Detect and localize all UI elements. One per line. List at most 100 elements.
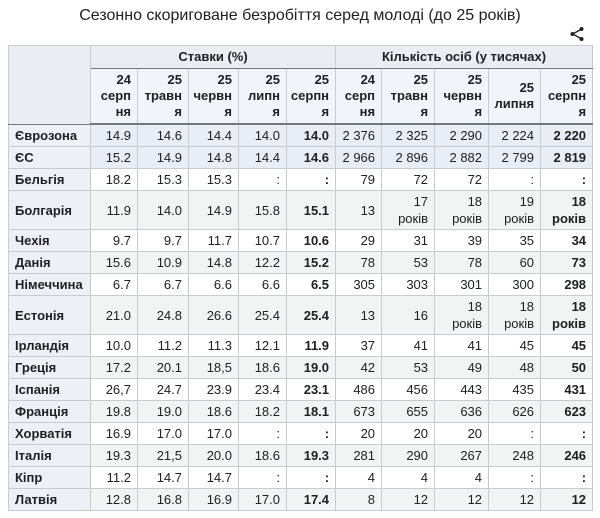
rate-cell: 17.0: [188, 422, 239, 445]
rate-cell: 14.8: [188, 146, 239, 169]
rate-cell: 19.0: [137, 400, 189, 423]
rate-cell: 14.0: [238, 123, 287, 147]
rate-cell: 6.6: [238, 273, 287, 296]
table-row: Франція 19.8 19.0 18.6 18.2 18.1 673 655…: [8, 400, 594, 423]
subheader-rates-jul25: 25 липня: [238, 68, 287, 125]
table-row: Єврозона 14.9 14.6 14.4 14.0 14.0 2 376 …: [8, 123, 594, 147]
count-cell: :: [540, 168, 594, 191]
rate-cell: 18.6: [238, 356, 287, 379]
subheader-counts-jul25: 25 липня: [488, 68, 542, 125]
rate-cell: 14.9: [188, 190, 239, 230]
table-row: Чехія 9.7 9.7 11.7 10.7 10.6 29 31 39 35…: [8, 229, 594, 252]
country-cell: Чехія: [8, 229, 91, 252]
rate-cell: 25.4: [285, 295, 337, 335]
count-cell: 246: [540, 444, 594, 467]
table-row: Бельгія 18.2 15.3 15.3 : : 79 72 72 : :: [8, 168, 594, 191]
count-cell: 298: [540, 273, 594, 296]
rate-cell: 15.2: [285, 251, 337, 274]
rate-cell: :: [238, 466, 287, 489]
count-cell: 636: [434, 400, 490, 423]
count-cell: 456: [381, 378, 436, 401]
rate-cell: 11.3: [188, 334, 239, 357]
rate-cell: 9.7: [90, 229, 138, 252]
count-cell: 486: [335, 378, 383, 401]
rate-cell: 17.4: [285, 488, 337, 511]
rate-cell: 18.6: [238, 444, 287, 467]
rate-cell: 11.2: [90, 466, 138, 489]
count-cell: 673: [335, 400, 383, 423]
rate-cell: 24.7: [137, 378, 189, 401]
group-header-row: Ставки (%) Кількість осіб (у тисячах): [8, 45, 594, 125]
rate-cell: 14.7: [188, 466, 239, 489]
count-cell: 19 років: [488, 190, 542, 230]
count-cell: 49: [434, 356, 490, 379]
count-cell: 267: [434, 444, 490, 467]
rate-cell: :: [285, 466, 337, 489]
share-icon[interactable]: [569, 26, 585, 42]
rate-cell: 15.3: [137, 168, 189, 191]
table-row: Кіпр 11.2 14.7 14.7 : : 4 4 4 : :: [8, 466, 594, 489]
count-cell: 53: [381, 251, 436, 274]
count-cell: :: [540, 422, 594, 445]
count-cell: 78: [335, 251, 383, 274]
rate-cell: 21.0: [90, 295, 138, 335]
rate-cell: :: [285, 422, 337, 445]
count-cell: 17 років: [381, 190, 436, 230]
country-cell: Єврозона: [8, 123, 91, 147]
rate-cell: 10.6: [285, 229, 337, 252]
country-cell: Іспанія: [8, 378, 91, 401]
subheader-counts-aug24: 24 серпня: [335, 68, 383, 125]
count-cell: 2 325: [381, 123, 436, 147]
count-cell: 18 років: [488, 295, 542, 335]
count-cell: 443: [434, 378, 490, 401]
count-cell: 248: [488, 444, 542, 467]
count-cell: 2 290: [434, 123, 490, 147]
count-cell: 12: [488, 488, 542, 511]
rate-cell: 14.6: [137, 123, 189, 147]
count-cell: 2 376: [335, 123, 383, 147]
sub-header-row: 24 серпня 25 травня 25 червня 25 липня 2…: [9, 68, 594, 125]
subheader-rates-jun25: 25 червня: [188, 68, 239, 125]
count-cell: 72: [381, 168, 436, 191]
count-cell: 45: [488, 334, 542, 357]
rate-cell: 15.8: [238, 190, 287, 230]
rate-cell: 6.6: [188, 273, 239, 296]
table-row: ЄС 15.2 14.9 14.8 14.4 14.6 2 966 2 896 …: [8, 146, 594, 169]
count-cell: 50: [540, 356, 594, 379]
rate-cell: 14.7: [137, 466, 189, 489]
country-cell: Данія: [8, 251, 91, 274]
count-cell: :: [488, 466, 542, 489]
rate-cell: 12.8: [90, 488, 138, 511]
rate-cell: 14.9: [137, 146, 189, 169]
country-cell: Франція: [8, 400, 91, 423]
count-cell: 2 966: [335, 146, 383, 169]
count-cell: 41: [381, 334, 436, 357]
col-group-counts: Кількість осіб (у тисячах): [335, 45, 594, 69]
count-cell: 41: [434, 334, 490, 357]
rate-cell: 14.0: [137, 190, 189, 230]
rate-cell: 18.6: [188, 400, 239, 423]
rate-cell: 20.1: [137, 356, 189, 379]
count-cell: 72: [434, 168, 490, 191]
count-cell: 73: [540, 251, 594, 274]
count-cell: 435: [488, 378, 542, 401]
rate-cell: 6.7: [137, 273, 189, 296]
count-cell: 12: [540, 488, 594, 511]
country-cell: Греція: [8, 356, 91, 379]
count-cell: 431: [540, 378, 594, 401]
country-cell: Ірландія: [8, 334, 91, 357]
count-cell: 18 років: [434, 190, 490, 230]
country-cell: Німеччина: [8, 273, 91, 296]
count-cell: :: [540, 466, 594, 489]
rate-cell: 10.0: [90, 334, 138, 357]
rate-cell: 17.0: [238, 488, 287, 511]
rate-cell: 14.4: [238, 146, 287, 169]
table-row: Греція 17.2 20.1 18,5 18.6 19.0 42 53 49…: [8, 356, 594, 379]
country-cell: Італія: [8, 444, 91, 467]
count-cell: 16: [381, 295, 436, 335]
rate-cell: 24.8: [137, 295, 189, 335]
count-cell: 655: [381, 400, 436, 423]
count-cell: 4: [335, 466, 383, 489]
rate-cell: 6.7: [90, 273, 138, 296]
count-cell: 626: [488, 400, 542, 423]
